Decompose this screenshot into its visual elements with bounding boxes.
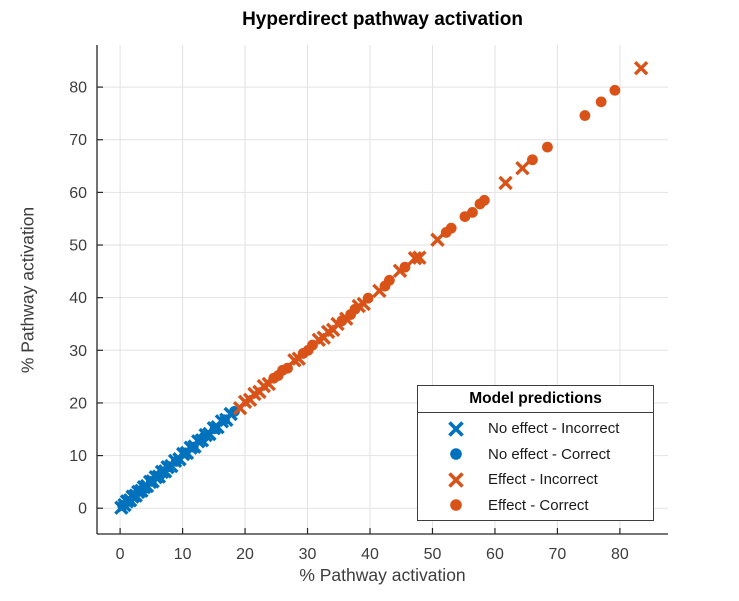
legend-entry-label: No effect - Correct (488, 445, 611, 463)
scatter-marker (129, 490, 140, 501)
scatter-marker (170, 455, 182, 467)
x-tick-label: 60 (486, 546, 504, 563)
x-tick-label: 80 (611, 546, 629, 563)
legend-entry: No effect - Incorrect (418, 416, 653, 442)
y-axis-label: % Pathway activation (17, 206, 38, 374)
scatter-marker (609, 84, 621, 96)
y-tick-label: 0 (78, 501, 87, 518)
scatter-marker (179, 447, 191, 459)
scatter-marker (527, 154, 538, 166)
legend-entry-label: No effect - Incorrect (488, 420, 620, 438)
scatter-marker (229, 405, 240, 417)
scatter-marker (282, 362, 293, 374)
scatter-marker (399, 261, 411, 273)
scatter-marker (145, 475, 157, 487)
scatter-marker (579, 110, 591, 121)
x-marker-icon (446, 470, 466, 490)
scatter-marker (362, 292, 374, 304)
scatter-marker (198, 431, 210, 443)
x-tick-label: 10 (174, 546, 192, 563)
legend-entry-label: Effect - Correct (488, 496, 589, 514)
y-tick-label: 10 (69, 448, 87, 465)
legend: Model predictions No effect - Incorrect N… (417, 385, 654, 521)
y-tick-label: 40 (69, 290, 87, 307)
scatter-marker (412, 250, 427, 265)
scatter-marker (445, 222, 457, 234)
y-tick-label: 70 (69, 132, 87, 149)
scatter-marker (383, 274, 395, 286)
y-tick-label: 60 (69, 185, 87, 202)
legend-title: Model predictions (418, 386, 653, 413)
x-tick-label: 20 (236, 546, 254, 563)
scatter-marker (467, 206, 478, 218)
x-tick-label: 40 (361, 546, 379, 563)
y-tick-label: 20 (69, 395, 87, 412)
x-tick-label: 30 (299, 546, 317, 563)
scatter-marker (478, 194, 490, 206)
scatter-marker (498, 175, 513, 191)
legend-entry-label: Effect - Incorrect (488, 471, 598, 489)
scatter-marker (430, 232, 445, 247)
x-tick-label: 70 (549, 546, 567, 563)
scatter-marker (154, 469, 166, 481)
scatter-marker (137, 484, 149, 496)
scatter-marker (336, 315, 348, 327)
chart-title: Hyperdirect pathway activation (242, 9, 523, 30)
x-tick-label: 50 (424, 546, 442, 563)
scatter-marker (187, 441, 199, 453)
scatter-marker (595, 96, 607, 108)
y-tick-label: 80 (69, 80, 87, 97)
scatter-marker (219, 414, 230, 426)
legend-entry: Effect - Incorrect (418, 467, 653, 493)
scatter-marker (407, 250, 423, 266)
circle-marker-icon (446, 495, 466, 515)
y-tick-label: 50 (69, 238, 87, 255)
scatter-marker (633, 60, 649, 76)
scatter-marker (542, 141, 553, 153)
x-tick-label: 0 (116, 546, 125, 563)
scatter-marker (209, 423, 221, 435)
scatter-marker (163, 461, 175, 473)
scatter-marker (349, 303, 361, 315)
scatter-marker (307, 339, 318, 351)
legend-entry: Effect - Correct (418, 493, 653, 519)
x-marker-icon (446, 419, 466, 439)
scatter-marker (515, 160, 530, 176)
legend-entries: No effect - Incorrect No effect - Correct… (418, 413, 653, 518)
y-tick-label: 30 (69, 343, 87, 360)
circle-marker-icon (446, 444, 466, 464)
legend-entry: No effect - Correct (418, 442, 653, 468)
x-axis-label: % Pathway activation (299, 565, 466, 585)
